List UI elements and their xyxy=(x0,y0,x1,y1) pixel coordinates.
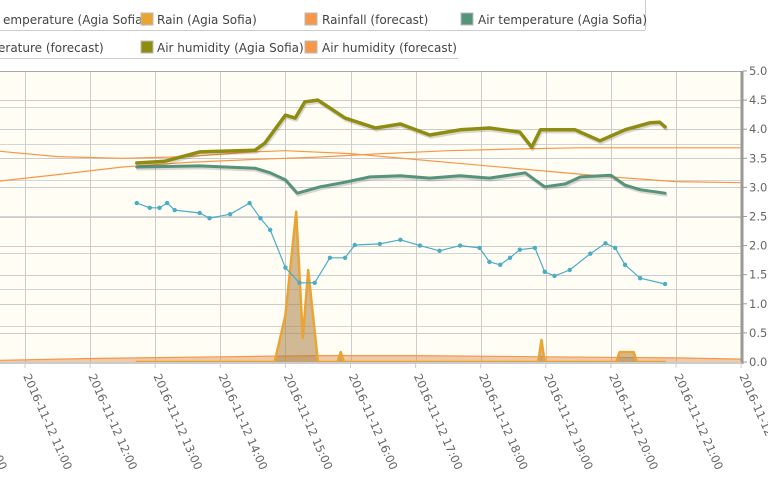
data-point xyxy=(457,243,463,248)
x-tick-label: 2016-11-12 14:00 xyxy=(216,372,271,472)
plot-area xyxy=(0,71,742,364)
series-rain-agia-sofia- xyxy=(135,210,667,364)
data-point xyxy=(507,255,513,260)
data-point xyxy=(283,265,288,270)
data-point xyxy=(352,242,357,248)
data-point xyxy=(567,267,572,273)
data-point xyxy=(638,276,643,281)
data-point xyxy=(662,281,668,287)
data-point xyxy=(622,262,628,267)
data-point xyxy=(588,251,593,256)
y-tick-label: 2.5 xyxy=(749,210,767,224)
data-point xyxy=(613,245,618,251)
legend-label: Air humidity (Agia Sofia) xyxy=(157,41,304,55)
series-air-temperature-agia-sofia- xyxy=(135,164,668,197)
y-tick-label: 0.5 xyxy=(749,326,767,340)
x-tick-label: 2016-11-12 12:00 xyxy=(85,372,140,472)
data-point xyxy=(164,200,170,206)
data-point xyxy=(247,200,252,206)
y-tick-label: 5.0 xyxy=(749,64,767,78)
data-point xyxy=(487,259,492,265)
data-point xyxy=(147,205,152,210)
x-tick-label: 2016-11-12 11:00 xyxy=(20,372,75,472)
data-point xyxy=(327,255,333,260)
x-tick-label: 2016-11-12 22:00 xyxy=(736,372,768,472)
y-tick-label: 0.0 xyxy=(749,355,767,369)
legend-label: Air temperature (Agia Sofia) xyxy=(478,13,647,27)
data-point xyxy=(532,245,538,251)
series-line xyxy=(135,164,667,195)
legend-swatch xyxy=(140,40,154,54)
data-point xyxy=(207,216,212,221)
series-line xyxy=(0,355,742,361)
data-point xyxy=(297,280,302,285)
x-tick-label: 2016-11-12 15:00 xyxy=(281,372,336,472)
legend-swatch xyxy=(304,40,318,54)
legend-label: emperature (Agia Sofia) xyxy=(3,13,147,27)
x-tick-label: 2016-11-12 17:00 xyxy=(411,372,466,472)
y-tick-label: 2.0 xyxy=(749,239,767,253)
legend-item[interactable]: Rain (Agia Sofia) xyxy=(140,12,257,27)
data-point xyxy=(498,262,503,267)
legend-item[interactable]: Rainfall (forecast) xyxy=(304,12,428,27)
legend-item[interactable]: Air humidity (forecast) xyxy=(304,40,457,55)
legend-item[interactable]: erature (forecast) xyxy=(0,41,104,55)
y-tick-label: 3.0 xyxy=(749,180,767,194)
x-tick-label: 2016-11-12 10:00 xyxy=(0,372,10,472)
data-point xyxy=(477,245,482,251)
data-point xyxy=(377,241,382,247)
data-point xyxy=(157,205,162,210)
data-point xyxy=(603,241,608,246)
legend: emperature (Agia Sofia) Rain (Agia Sofia)… xyxy=(0,0,647,59)
legend-item[interactable]: Air temperature (Agia Sofia) xyxy=(460,12,647,27)
series-line xyxy=(0,147,742,182)
data-point xyxy=(517,247,522,252)
y-tick-label: 1.5 xyxy=(749,268,767,282)
data-point xyxy=(398,237,403,242)
x-tick-label: 2016-11-12 21:00 xyxy=(671,372,726,472)
data-point xyxy=(197,210,202,216)
data-point xyxy=(172,207,177,213)
legend-label: erature (forecast) xyxy=(0,41,104,55)
data-point xyxy=(552,273,557,279)
series-air-humidity-agia-sofia- xyxy=(135,98,668,167)
x-tick-label: 2016-11-12 20:00 xyxy=(606,372,661,472)
x-tick-label: 2016-11-12 16:00 xyxy=(346,372,401,472)
data-point xyxy=(258,216,263,221)
x-tick-label: 2016-11-12 13:00 xyxy=(150,372,205,472)
x-tick-label: 2016-11-12 18:00 xyxy=(476,372,531,472)
data-point xyxy=(437,248,442,253)
y-tick-label: 3.5 xyxy=(749,151,767,165)
data-point xyxy=(312,280,317,285)
legend-item[interactable]: emperature (Agia Sofia) xyxy=(3,13,147,27)
legend-label: Air humidity (forecast) xyxy=(322,41,457,55)
x-tick-label: 2016-11-12 19:00 xyxy=(541,372,596,472)
series-line xyxy=(135,210,667,364)
data-point xyxy=(542,269,547,274)
data-point xyxy=(342,255,348,260)
y-tick-label: 4.0 xyxy=(749,122,767,136)
series-line xyxy=(135,98,667,165)
legend-item[interactable]: Air humidity (Agia Sofia) xyxy=(140,40,304,55)
legend-swatch xyxy=(460,12,474,26)
legend-label: Rain (Agia Sofia) xyxy=(157,13,257,27)
series-air-humidity-forecast- xyxy=(0,147,742,182)
series-unnamed xyxy=(134,200,668,287)
data-point xyxy=(268,227,273,233)
legend-label: Rainfall (forecast) xyxy=(322,13,428,27)
y-axis: 0.0 0.5 1.0 1.5 2.0 2.5 3.0 3.5 4.0 4.5 5.0 xyxy=(0,64,767,369)
data-point xyxy=(227,212,233,217)
data-point xyxy=(417,243,423,248)
y-tick-label: 1.0 xyxy=(749,297,767,311)
data-point xyxy=(134,200,139,206)
legend-swatch xyxy=(304,12,318,26)
legend-swatch xyxy=(140,12,154,26)
series-rainfall-forecast- xyxy=(0,355,742,362)
y-tick-label: 4.5 xyxy=(749,93,767,107)
